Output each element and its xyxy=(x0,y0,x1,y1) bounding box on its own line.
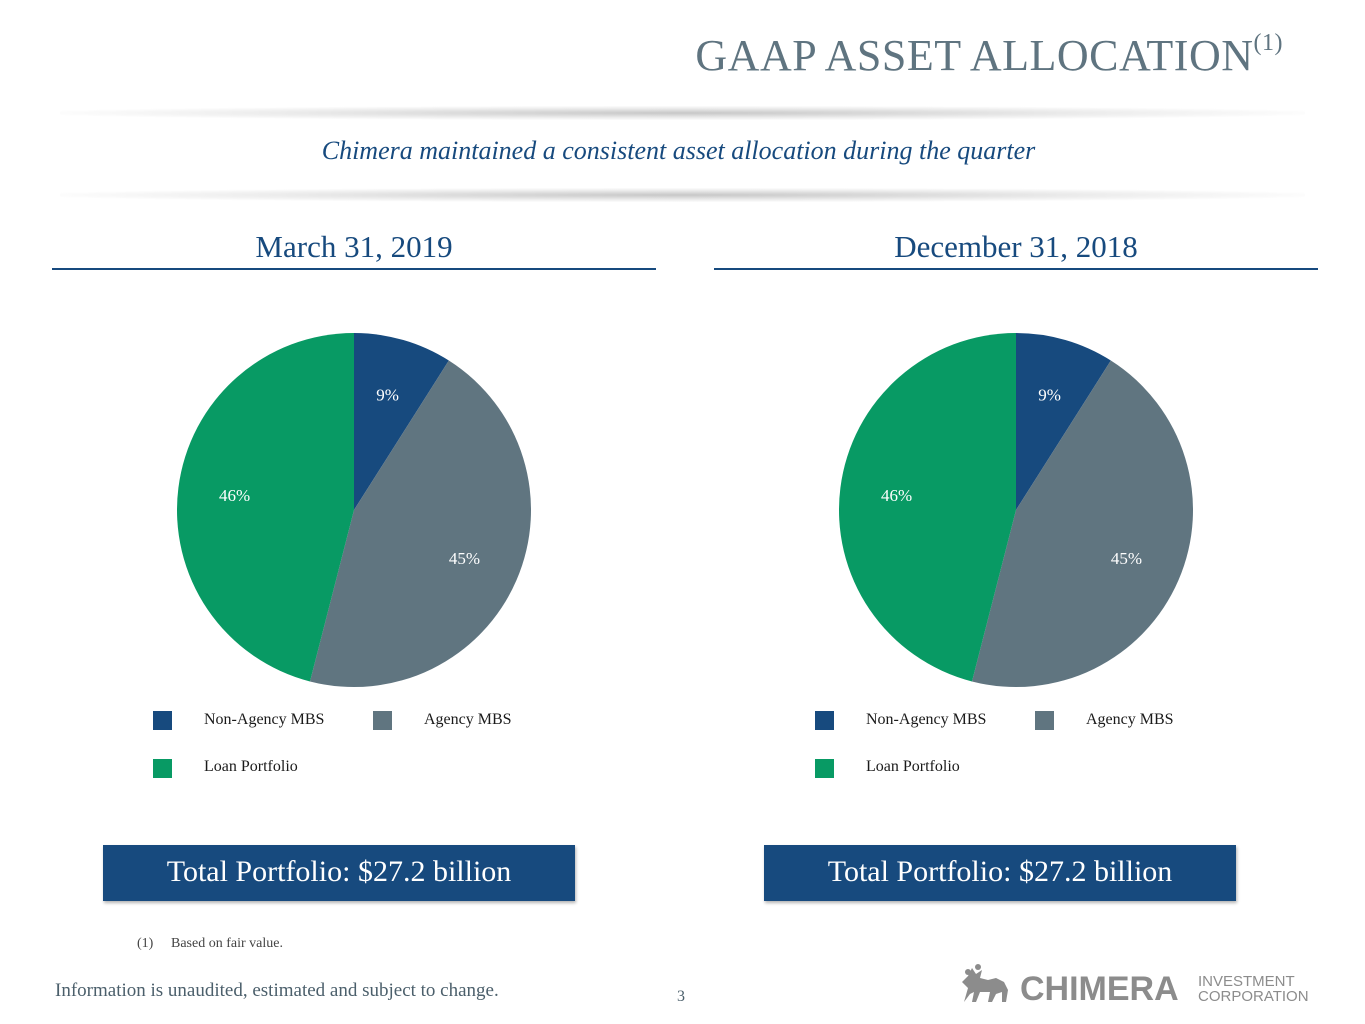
footnote-text: Based on fair value. xyxy=(171,936,283,951)
legend-swatch-agency xyxy=(1035,711,1054,730)
chart-title: December 31, 2018 xyxy=(894,229,1138,264)
data-label-non-agency-mbs: 9% xyxy=(376,385,399,404)
legend-swatch-loan xyxy=(153,759,172,778)
legend-label-non-agency: Non-Agency MBS xyxy=(204,711,325,728)
logo-line-2: CORPORATION xyxy=(1198,988,1309,1005)
banner-bottom-divider xyxy=(60,188,1305,202)
chart-panel-december-2018: December 31, 2018 9% 45% 46% Non-Agency MB… xyxy=(714,225,1318,915)
legend-swatch-non-agency xyxy=(153,711,172,730)
legend-swatch-non-agency xyxy=(815,711,834,730)
footnote-number: (1) xyxy=(137,936,154,951)
total-portfolio-box: Total Portfolio: $27.2 billion xyxy=(764,845,1236,901)
footnote: (1) Based on fair value. xyxy=(137,936,283,952)
banner-top-divider xyxy=(60,106,1305,120)
legend-swatch-agency xyxy=(373,711,392,730)
legend-label-non-agency: Non-Agency MBS xyxy=(866,711,987,728)
disclaimer: Information is unaudited, estimated and … xyxy=(55,980,499,1001)
logo-wordmark: CHIMERA xyxy=(1020,970,1179,1008)
pie-slice-agency-mbs xyxy=(971,360,1193,687)
pie-slice-loan-portfolio xyxy=(839,333,1016,682)
legend-label-agency: Agency MBS xyxy=(1086,711,1174,728)
chart-title-rule xyxy=(714,268,1318,270)
data-label-loan-portfolio: 46% xyxy=(219,486,250,505)
chart-title-rule xyxy=(52,268,656,270)
title-footnote-marker: (1) xyxy=(1253,30,1283,57)
legend-swatch-loan xyxy=(815,759,834,778)
chimera-logo: CHIMERA INVESTMENT CORPORATION xyxy=(962,964,1309,1008)
chart-panel-march-2019: March 31, 2019 9% 45% 46% Non-Agency MBS A… xyxy=(52,225,656,915)
total-portfolio-box: Total Portfolio: $27.2 billion xyxy=(103,845,575,901)
chart-title: March 31, 2019 xyxy=(255,229,453,264)
legend-label-agency: Agency MBS xyxy=(424,711,512,728)
pie-slice-non-agency-mbs xyxy=(354,333,449,510)
page-title: GAAP ASSET ALLOCATION(1) xyxy=(695,30,1283,81)
data-label-agency-mbs: 45% xyxy=(1111,549,1142,568)
pie-slice-loan-portfolio xyxy=(177,333,354,682)
logo-line-1: INVESTMENT xyxy=(1198,973,1295,990)
chimera-creature-icon xyxy=(962,964,1008,1002)
pie-chart: 9% 45% 46% xyxy=(839,333,1193,687)
data-label-loan-portfolio: 46% xyxy=(881,486,912,505)
data-label-non-agency-mbs: 9% xyxy=(1038,385,1061,404)
page-title-text: GAAP ASSET ALLOCATION xyxy=(695,31,1254,80)
page-number: 3 xyxy=(677,988,685,1005)
pie-slice-non-agency-mbs xyxy=(1016,333,1111,510)
data-label-agency-mbs: 45% xyxy=(449,549,480,568)
pie-chart: 9% 45% 46% xyxy=(177,333,531,687)
legend-label-loan: Loan Portfolio xyxy=(866,758,960,775)
page-subtitle: Chimera maintained a consistent asset al… xyxy=(321,136,1036,165)
legend-label-loan: Loan Portfolio xyxy=(204,758,298,775)
pie-slice-agency-mbs xyxy=(309,360,531,687)
